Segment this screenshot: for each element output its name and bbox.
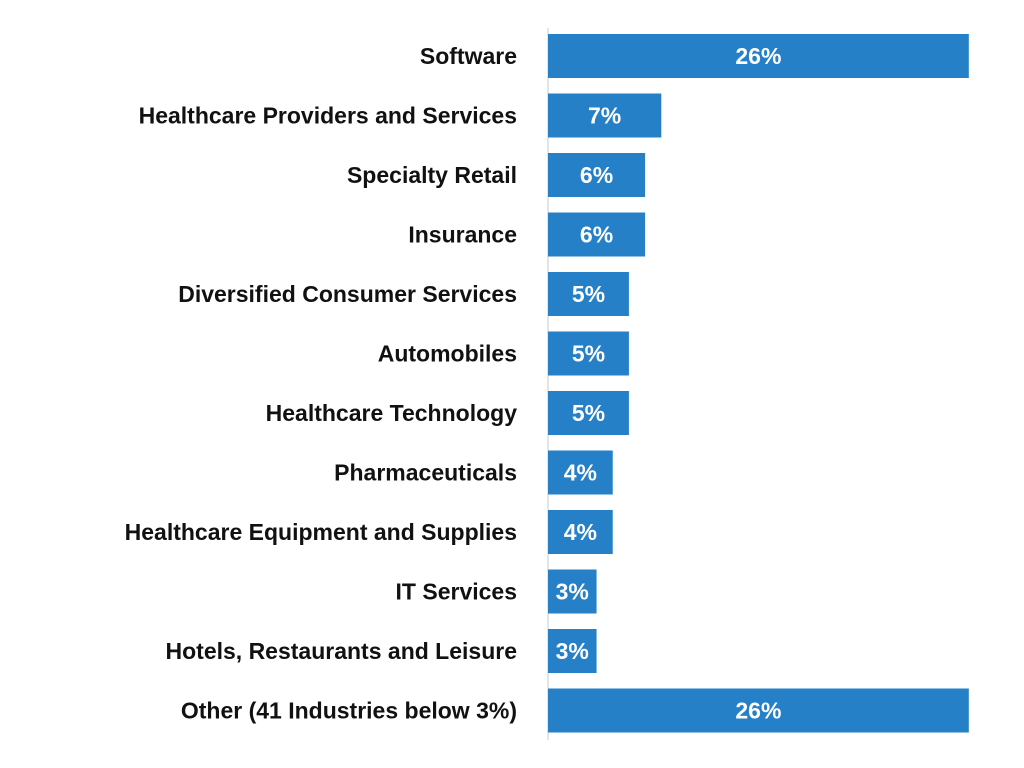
bar-row: Other (41 Industries below 3%) 26% xyxy=(181,688,969,733)
category-label: Pharmaceuticals xyxy=(334,460,517,486)
category-label: Specialty Retail xyxy=(347,162,517,188)
category-label: Diversified Consumer Services xyxy=(178,281,517,307)
value-label: 26% xyxy=(735,698,781,724)
value-label: 26% xyxy=(735,43,781,69)
bar-row: Insurance 6% xyxy=(408,212,646,257)
category-label: Hotels, Restaurants and Leisure xyxy=(166,638,518,664)
value-label: 5% xyxy=(572,281,605,307)
bar xyxy=(548,629,597,673)
value-label: 5% xyxy=(572,341,605,367)
value-label: 4% xyxy=(564,460,597,486)
value-label: 6% xyxy=(580,162,613,188)
value-label: 4% xyxy=(564,519,597,545)
category-label: Automobiles xyxy=(378,341,517,367)
bar xyxy=(548,34,969,78)
value-label: 7% xyxy=(588,103,621,129)
bar xyxy=(548,153,646,197)
bar-row: Specialty Retail 6% xyxy=(347,153,646,197)
bar-row: Automobiles 5% xyxy=(378,331,629,376)
category-label: Healthcare Providers and Services xyxy=(139,103,517,129)
value-label: 3% xyxy=(556,579,589,605)
bar xyxy=(548,391,629,435)
bar xyxy=(548,569,597,614)
value-label: 6% xyxy=(580,222,613,248)
bar-row: Healthcare Technology 5% xyxy=(266,391,629,435)
bar xyxy=(548,331,629,376)
bars-group: Software 26% Healthcare Providers and Serv… xyxy=(125,34,969,733)
value-label: 3% xyxy=(556,638,589,664)
bar xyxy=(548,688,969,733)
bar xyxy=(548,272,629,316)
category-label: Healthcare Equipment and Supplies xyxy=(125,519,517,545)
bar-row: Pharmaceuticals 4% xyxy=(334,450,613,495)
category-label: Software xyxy=(420,43,517,69)
value-label: 5% xyxy=(572,400,605,426)
bar xyxy=(548,510,613,554)
category-label: Insurance xyxy=(408,222,517,248)
bar-row: Diversified Consumer Services 5% xyxy=(178,272,629,316)
bar-row: Hotels, Restaurants and Leisure 3% xyxy=(166,629,597,673)
category-label: Other (41 Industries below 3%) xyxy=(181,698,517,724)
bar-row: Software 26% xyxy=(420,34,969,78)
bar-row: Healthcare Equipment and Supplies 4% xyxy=(125,510,613,554)
category-label: IT Services xyxy=(396,579,517,605)
bar xyxy=(548,212,646,257)
bar xyxy=(548,450,613,495)
bar-row: IT Services 3% xyxy=(396,569,597,614)
bar-row: Healthcare Providers and Services 7% xyxy=(139,93,662,138)
bar xyxy=(548,93,662,138)
category-label: Healthcare Technology xyxy=(266,400,518,426)
